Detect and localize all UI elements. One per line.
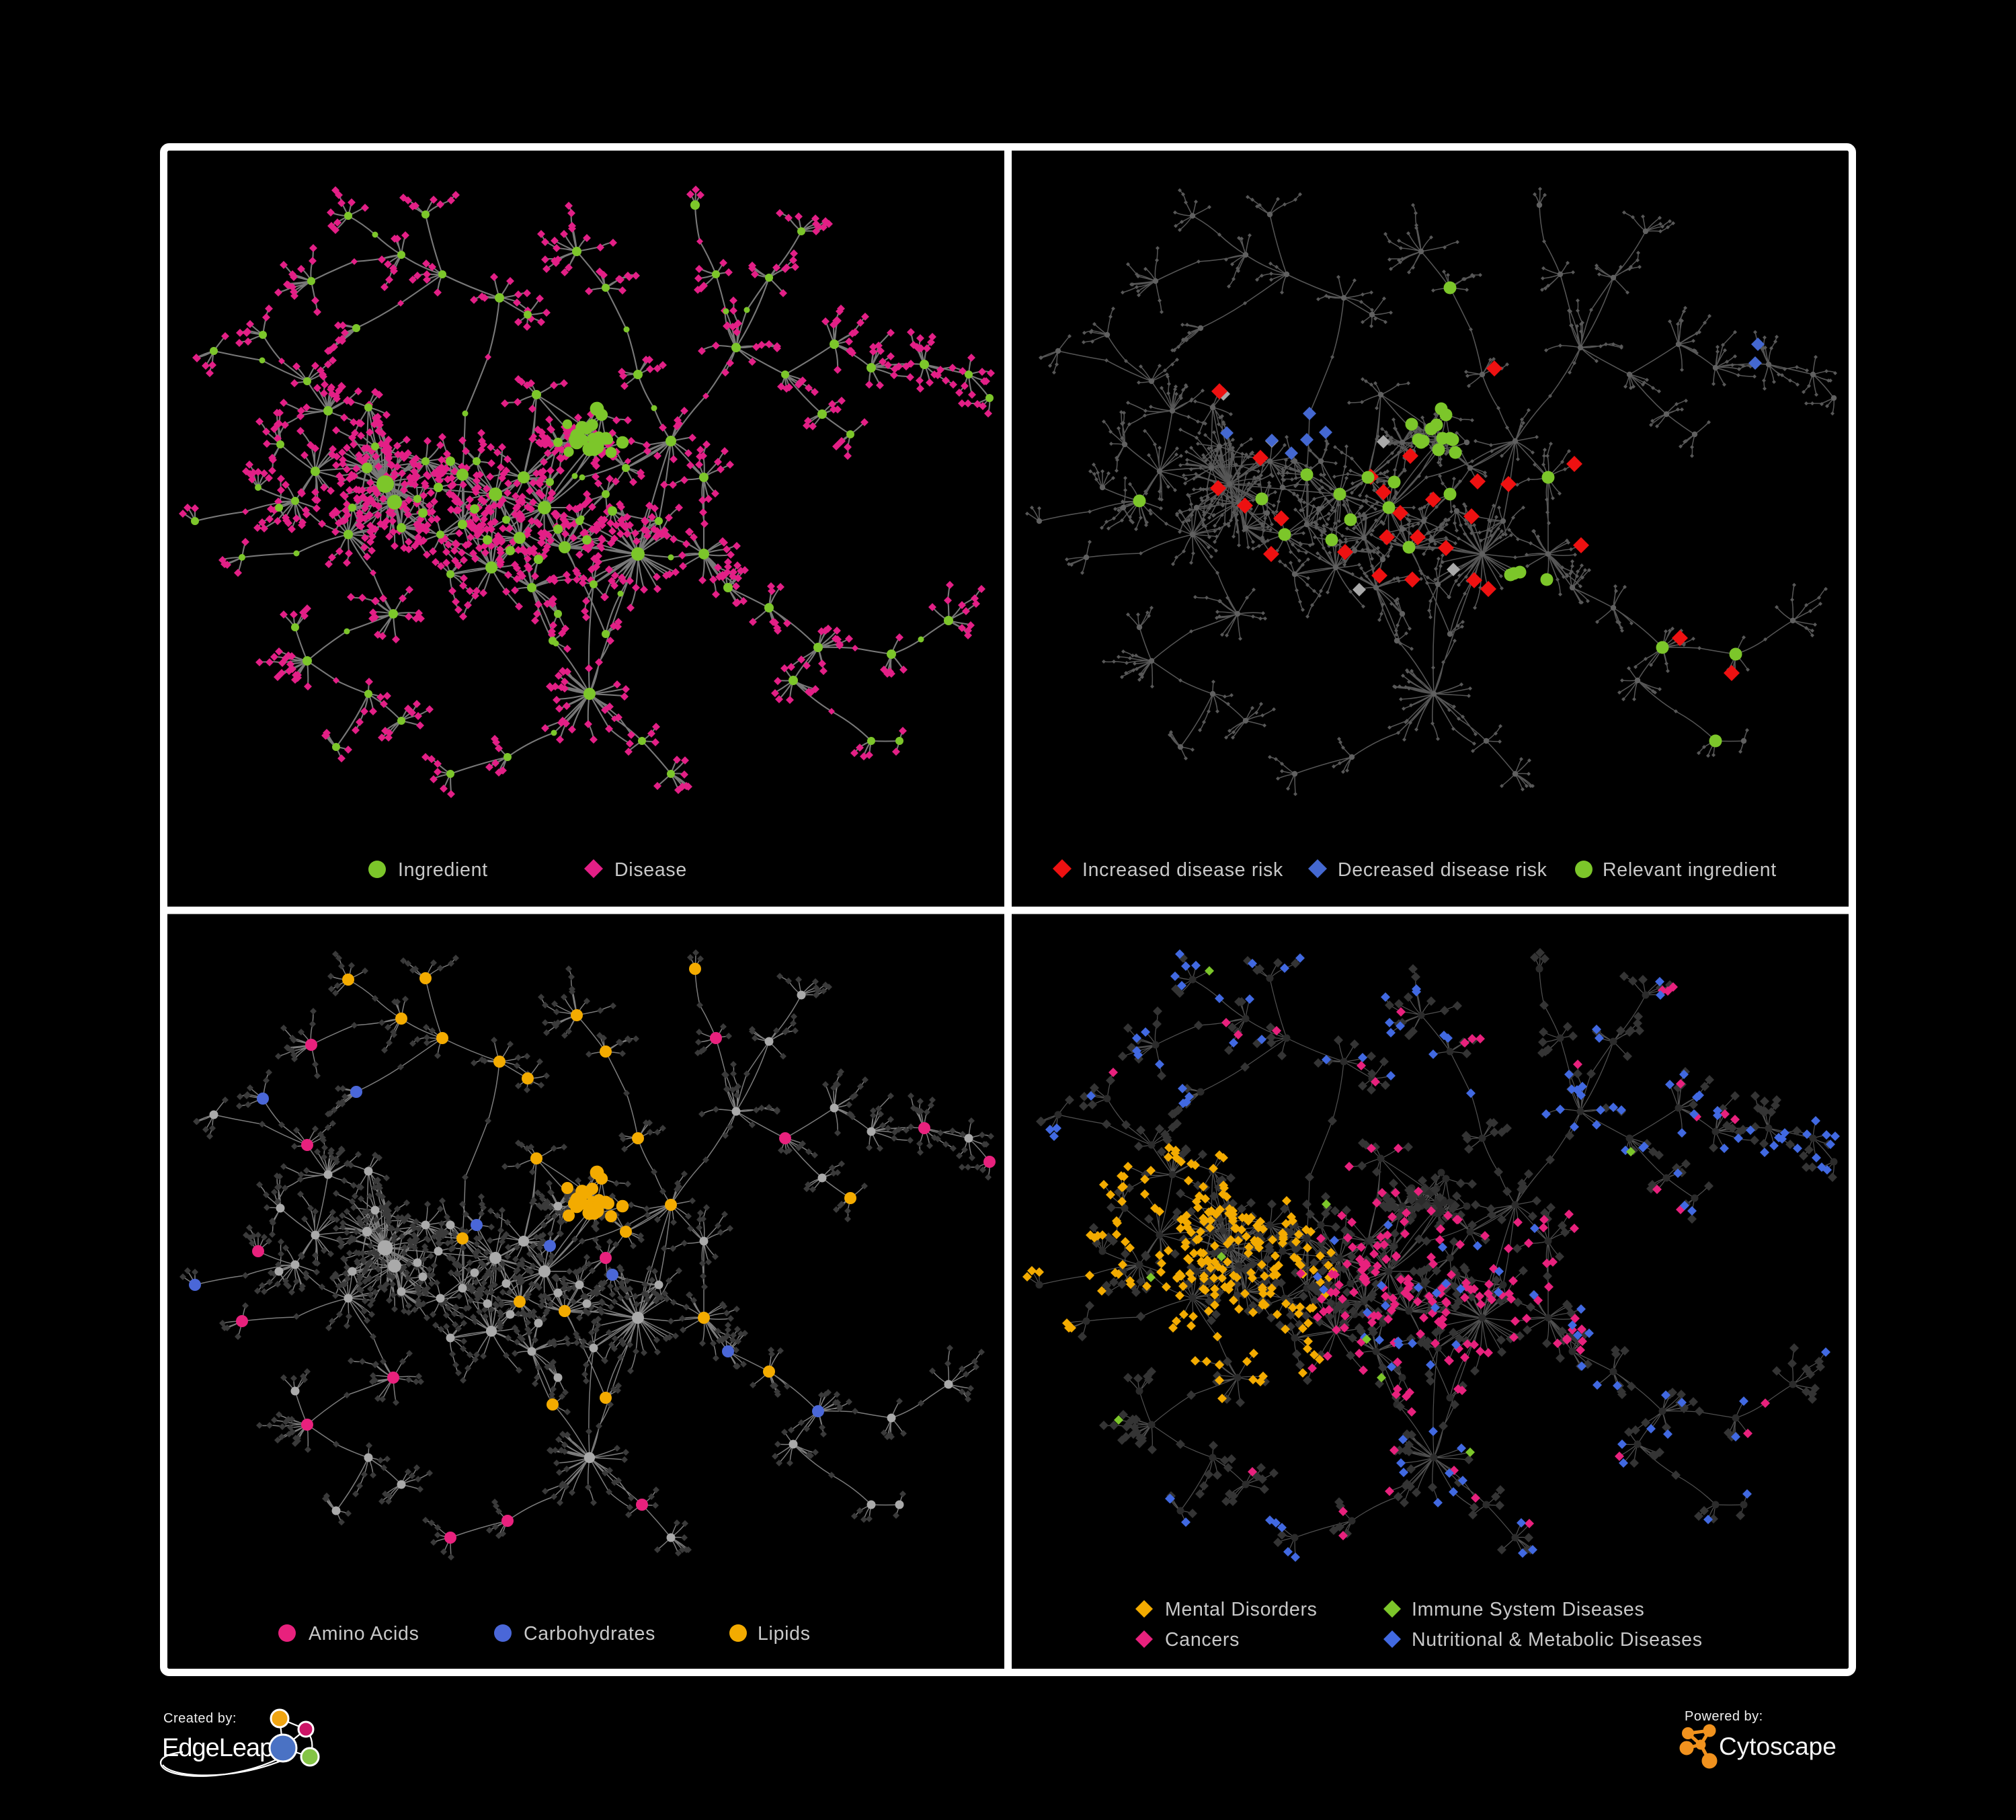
svg-text:Powered by:: Powered by: [1685, 1709, 1763, 1724]
svg-text:Carbohydrates: Carbohydrates [524, 1623, 655, 1645]
svg-text:Cytoscape: Cytoscape [1719, 1733, 1837, 1760]
svg-text:Amino Acids: Amino Acids [309, 1623, 419, 1645]
svg-text:Immune System Diseases: Immune System Diseases [1412, 1599, 1644, 1620]
svg-text:Nutritional & Metabolic Diseas: Nutritional & Metabolic Diseases [1412, 1629, 1703, 1651]
svg-text:Disease: Disease [614, 859, 687, 881]
svg-text:Decreased disease risk: Decreased disease risk [1338, 859, 1547, 881]
svg-text:Lipids: Lipids [758, 1623, 811, 1645]
svg-text:Increased disease risk: Increased disease risk [1082, 859, 1283, 881]
svg-text:Mental Disorders: Mental Disorders [1165, 1599, 1318, 1620]
svg-text:Cancers: Cancers [1165, 1629, 1240, 1651]
svg-text:Created by:: Created by: [163, 1711, 237, 1726]
svg-text:EdgeLeap: EdgeLeap [162, 1734, 273, 1762]
svg-text:Relevant ingredient: Relevant ingredient [1603, 859, 1777, 881]
svg-text:Ingredient: Ingredient [398, 859, 488, 881]
